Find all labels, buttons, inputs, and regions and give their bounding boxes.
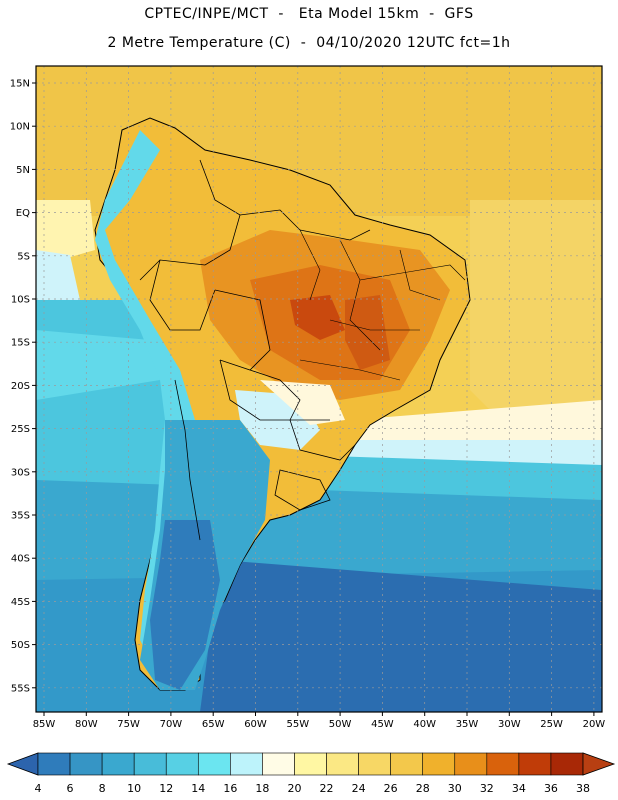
colorbar-swatch <box>518 752 552 776</box>
land-hottest-zone <box>290 295 345 340</box>
colorbar-label: 14 <box>191 782 205 795</box>
longitude-labels: 85W 80W 75W 70W 65W 60W 55W 50W 45W 40W 35W 30W 25W 2… <box>33 712 606 730</box>
ocean-cool-light <box>36 330 160 400</box>
colorbar-swatch <box>197 752 231 776</box>
lat-label: 15S <box>11 338 30 349</box>
colorbar: 4 6 8 10 12 14 16 18 20 22 24 26 28 30 32 34 36 38 <box>6 752 616 795</box>
colorbar-label: 28 <box>416 782 430 795</box>
lat-label: 10N <box>10 122 30 133</box>
ocean-cool-deep <box>200 560 602 712</box>
colorbar-label: 34 <box>512 782 526 795</box>
lat-label: 10S <box>11 295 30 306</box>
lat-label: 25S <box>11 424 30 435</box>
colorbar-swatch <box>422 752 456 776</box>
ocean-pacific-pale <box>36 250 80 300</box>
lat-label: 5S <box>17 251 30 262</box>
colorbar-label: 24 <box>352 782 366 795</box>
lat-label: 50S <box>11 640 30 651</box>
colorbar-label: 36 <box>544 782 558 795</box>
colorbar-swatch <box>101 752 135 776</box>
colorbar-swatch <box>390 752 424 776</box>
colorbar-label: 22 <box>320 782 334 795</box>
map-frame <box>35 65 603 713</box>
lon-label: 70W <box>160 719 183 730</box>
lon-label: 40W <box>413 719 436 730</box>
lat-label: EQ <box>16 208 30 219</box>
lat-label: 20S <box>11 381 30 392</box>
lat-label: 40S <box>11 554 30 565</box>
colorbar-swatch <box>326 752 359 776</box>
colorbar-swatch <box>358 752 391 776</box>
colorbar-swatch <box>454 752 488 776</box>
colorbar-label: 8 <box>99 782 106 795</box>
colorbar-label: 12 <box>159 782 173 795</box>
lon-label: 30W <box>498 719 521 730</box>
lat-label: 55S <box>11 683 30 694</box>
latitude-labels: 15N 10N 5N EQ 5S 10S 15S 20S 25S 30S 35S 40S 45S 50S 5… <box>10 79 36 694</box>
lon-label: 65W <box>202 719 225 730</box>
colorbar-swatch <box>262 752 295 776</box>
colorbar-label: 18 <box>255 782 269 795</box>
colorbar-swatch <box>37 752 71 776</box>
lat-label: 15N <box>10 79 30 90</box>
colorbar-swatch <box>165 752 199 776</box>
lon-label: 45W <box>371 719 394 730</box>
lon-label: 85W <box>33 719 56 730</box>
lat-label: 35S <box>11 511 30 522</box>
lon-label: 80W <box>75 719 98 730</box>
state-borders <box>299 229 466 381</box>
lat-label: 5N <box>16 165 30 176</box>
colorbar-swatch <box>486 752 520 776</box>
colorbar-arrow-left <box>6 752 39 776</box>
graticule <box>36 66 602 712</box>
map-title: CPTEC/INPE/MCT - Eta Model 15km - GFS <box>144 6 474 22</box>
colorbar-label: 4 <box>35 782 42 795</box>
colorbar-label: 10 <box>127 782 141 795</box>
colorbar-label: 32 <box>480 782 494 795</box>
lat-label: 45S <box>11 597 30 608</box>
colorbar-arrow-right <box>582 752 616 776</box>
lon-label: 50W <box>329 719 352 730</box>
lon-label: 20W <box>583 719 606 730</box>
colorbar-swatch <box>230 752 263 776</box>
land-hottest-east <box>345 295 390 370</box>
colorbar-label: 30 <box>448 782 462 795</box>
colorbar-label: 26 <box>384 782 398 795</box>
lon-label: 25W <box>540 719 563 730</box>
colorbar-swatch <box>69 752 103 776</box>
map-subtitle: 2 Metre Temperature (C) - 04/10/2020 12U… <box>107 35 511 51</box>
colorbar-swatch <box>133 752 167 776</box>
country-borders <box>139 159 371 541</box>
colorbar-swatch <box>550 752 584 776</box>
colorbar-label: 20 <box>287 782 301 795</box>
colorbar-swatch <box>294 752 327 776</box>
ocean-warm-atlantic <box>470 200 602 440</box>
colorbar-label: 38 <box>576 782 590 795</box>
lon-label: 60W <box>244 719 267 730</box>
colorbar-label: 6 <box>67 782 74 795</box>
lon-label: 55W <box>286 719 309 730</box>
southern-cone-cream <box>260 380 345 425</box>
ocean-pacific-warm <box>36 200 95 260</box>
temperature-map: 15N 10N 5N EQ 5S 10S 15S 20S 25S 30S 35S 40S 45S 50S 5… <box>10 65 606 730</box>
colorbar-label: 16 <box>223 782 237 795</box>
patagonia-deep <box>150 520 220 690</box>
lon-label: 35W <box>456 719 479 730</box>
lon-label: 75W <box>117 719 140 730</box>
lat-label: 30S <box>11 467 30 478</box>
